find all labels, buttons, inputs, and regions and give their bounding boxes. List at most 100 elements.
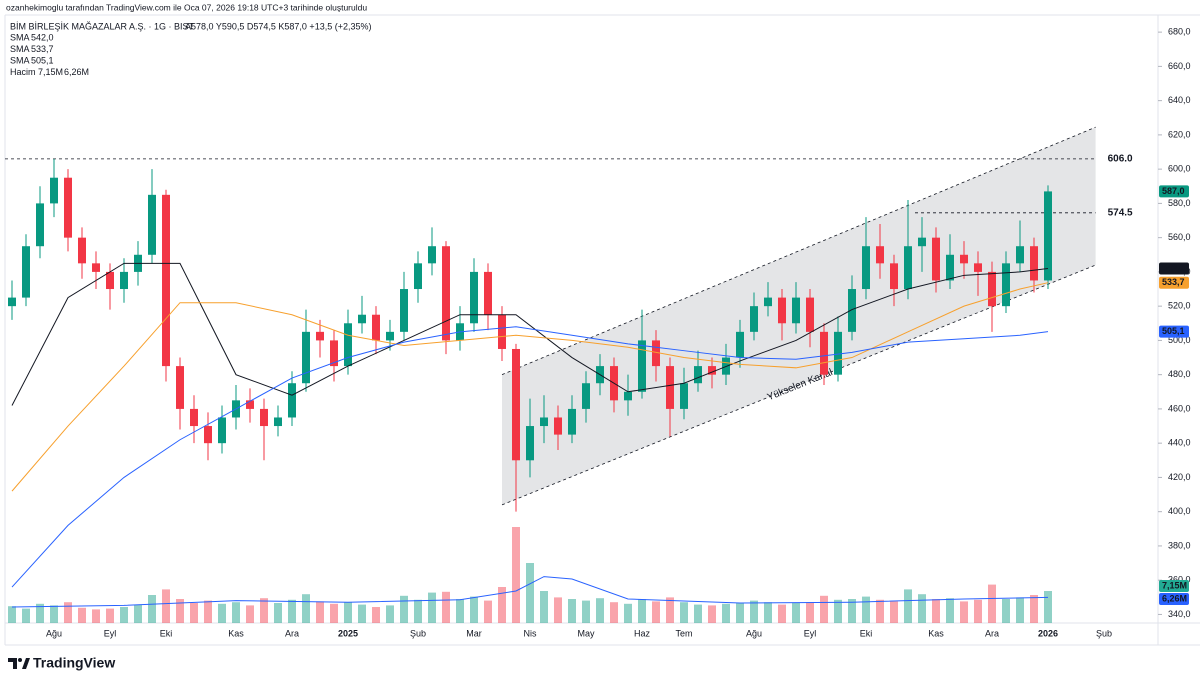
- candle-body: [190, 408, 198, 427]
- candle-body: [918, 237, 926, 247]
- candle-body: [106, 271, 114, 290]
- candle-body: [316, 331, 324, 341]
- volume-bar: [190, 603, 198, 623]
- x-tick-label: Nis: [524, 628, 537, 638]
- candle-body: [8, 297, 16, 307]
- logo-icon: [18, 658, 22, 662]
- channel-upper: [501, 126, 1096, 376]
- x-tick-label: Şub: [410, 628, 426, 638]
- candle-body: [540, 417, 548, 427]
- volume-bar: [932, 599, 940, 623]
- y-tick-label: 460,0: [1168, 403, 1191, 413]
- x-tick-label: Ara: [985, 628, 999, 638]
- volume-bar: [862, 596, 870, 623]
- candle-body: [470, 271, 478, 324]
- volume-bar: [652, 601, 660, 623]
- candle-body: [680, 383, 688, 409]
- candle-body: [694, 366, 702, 384]
- volume-bar: [1030, 595, 1038, 623]
- legend-name: SMA: [10, 32, 30, 42]
- volume-bar: [36, 603, 44, 623]
- volume-bar: [288, 599, 296, 623]
- volume-bar: [92, 609, 100, 623]
- price-badge-label: 7,15M: [1162, 580, 1187, 590]
- x-tick-label: Mar: [466, 628, 482, 638]
- volume-bar: [988, 584, 996, 623]
- candle-body: [890, 263, 898, 290]
- candle-body: [1030, 246, 1038, 281]
- volume-bar: [722, 603, 730, 623]
- volume-bar: [820, 595, 828, 623]
- volume-bar: [680, 602, 688, 623]
- x-tick-label: Kas: [228, 628, 244, 638]
- volume-bar: [638, 599, 646, 623]
- legend-name: Hacim: [10, 67, 36, 77]
- volume-bar: [232, 602, 240, 623]
- candle-body: [428, 246, 436, 264]
- candle-body: [820, 331, 828, 375]
- candle-body: [666, 366, 674, 409]
- candle-body: [288, 383, 296, 418]
- candle-body: [22, 246, 30, 298]
- volume-bar: [1016, 597, 1024, 623]
- volume-bar: [1044, 591, 1052, 623]
- candle-body: [204, 426, 212, 444]
- candle-body: [260, 408, 268, 427]
- y-tick-label: 420,0: [1168, 472, 1191, 482]
- candle-body: [498, 314, 506, 349]
- level-label: 606.0: [1108, 154, 1133, 165]
- candle-body: [148, 194, 156, 255]
- price-badge: [1159, 276, 1189, 289]
- price-badge: [1159, 185, 1189, 198]
- volume-bar: [414, 599, 422, 623]
- candle-body: [526, 426, 534, 461]
- volume-bar: [330, 603, 338, 623]
- candle-body: [932, 237, 940, 281]
- legend-value: 533,7: [31, 44, 54, 54]
- volume-bar: [736, 603, 744, 623]
- volume-bar: [890, 601, 898, 623]
- volume-bar: [358, 604, 366, 623]
- volume-bar: [554, 597, 562, 623]
- volume-bar: [806, 602, 814, 623]
- legend-value: 505,1: [31, 55, 54, 65]
- volume-bar: [148, 595, 156, 623]
- volume-bar: [428, 592, 436, 623]
- candle-body: [904, 246, 912, 290]
- legend-value: 7,15M: [38, 67, 63, 77]
- volume-bar: [610, 602, 618, 623]
- candle-body: [960, 254, 968, 264]
- volume-bar: [260, 598, 268, 623]
- legend-name: SMA: [10, 55, 30, 65]
- volume-bar: [120, 607, 128, 623]
- y-tick-label: 440,0: [1168, 438, 1191, 448]
- y-tick-label: 400,0: [1168, 506, 1191, 516]
- y-tick-label: 680,0: [1168, 27, 1191, 37]
- x-tick-label: Eyl: [104, 628, 117, 638]
- candle-body: [400, 289, 408, 332]
- candle-body: [442, 246, 450, 341]
- x-tick-label: May: [577, 628, 595, 638]
- candle-body: [582, 383, 590, 409]
- volume-bar: [372, 607, 380, 623]
- volume-ma: [11, 576, 1049, 608]
- volume-bar: [64, 602, 72, 623]
- volume-bar: [302, 594, 310, 623]
- candle-body: [302, 331, 310, 384]
- x-tick-label: Ara: [285, 628, 299, 638]
- attribution: ozanhekimoglu tarafından TradingView.com…: [6, 2, 367, 12]
- volume-bar: [666, 597, 674, 623]
- volume-bar: [624, 603, 632, 623]
- candle-body: [554, 417, 562, 435]
- candle-body: [750, 306, 758, 332]
- y-tick-label: 480,0: [1168, 369, 1191, 379]
- price-badge-label: 6,26M: [1162, 593, 1187, 603]
- y-tick-label: 520,0: [1168, 301, 1191, 311]
- volume-bar: [960, 601, 968, 623]
- x-tick-label: Tem: [675, 628, 692, 638]
- volume-bar: [512, 527, 520, 623]
- candle-body: [274, 417, 282, 427]
- candle-body: [862, 246, 870, 290]
- price-badge-label: 505,1: [1162, 326, 1185, 336]
